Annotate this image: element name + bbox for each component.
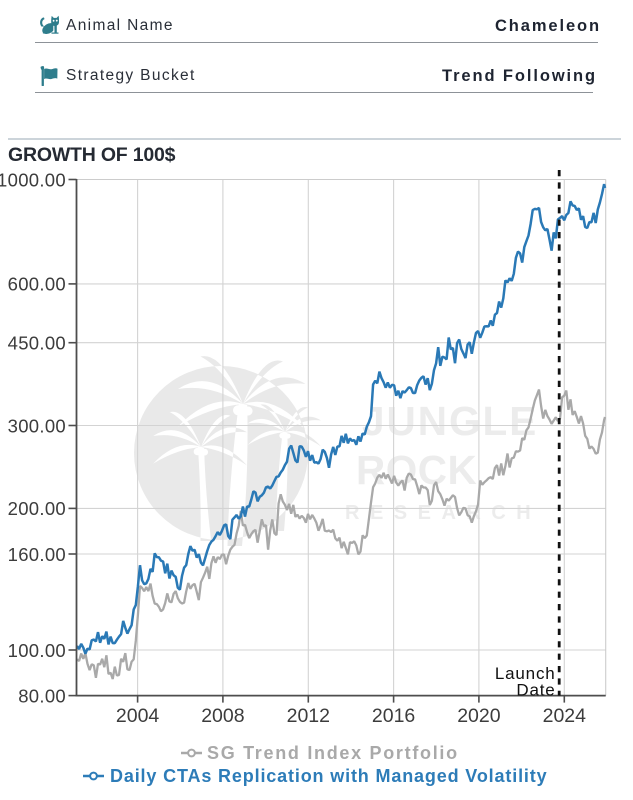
svg-text:2012: 2012 [287,705,330,727]
svg-text:80.00: 80.00 [18,685,66,706]
svg-text:2004: 2004 [116,705,160,727]
svg-text:450.00: 450.00 [8,333,66,354]
svg-text:2024: 2024 [543,705,587,727]
svg-text:1000.00: 1000.00 [0,169,66,190]
svg-text:2008: 2008 [201,705,244,727]
svg-text:RESEARCH: RESEARCH [345,502,541,524]
svg-text:160.00: 160.00 [8,544,66,565]
svg-text:200.00: 200.00 [8,498,66,519]
svg-text:Daily CTAs Replication with Ma: Daily CTAs Replication with Managed Vola… [110,766,548,786]
svg-text:300.00: 300.00 [8,415,66,436]
svg-text:Date: Date [516,681,555,700]
svg-text:2020: 2020 [457,705,501,727]
svg-text:SG Trend Index Portfolio: SG Trend Index Portfolio [207,743,459,763]
svg-text:Launch: Launch [495,664,556,683]
svg-text:100.00: 100.00 [8,640,66,661]
svg-text:2016: 2016 [372,705,415,727]
svg-text:JUNGLE: JUNGLE [362,398,538,444]
svg-text:600.00: 600.00 [8,274,66,295]
